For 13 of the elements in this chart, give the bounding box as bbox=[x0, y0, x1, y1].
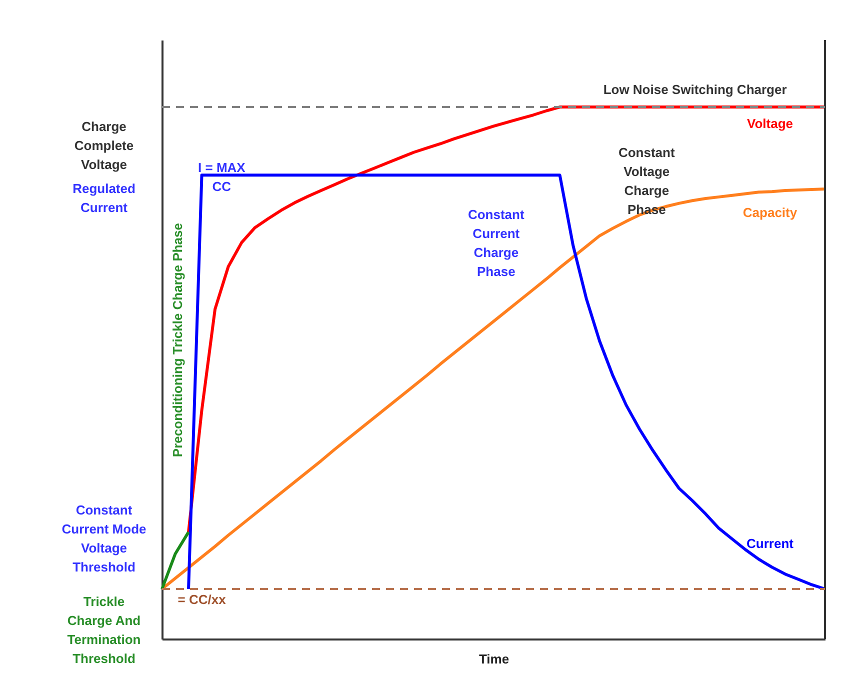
text: Regulated Current bbox=[72, 180, 136, 215]
text: Constant Current Mode Voltage Threshold bbox=[62, 502, 146, 574]
text: Trickle Charge And Termination Threshold bbox=[67, 594, 141, 666]
text: Low Noise Switching Charger bbox=[603, 82, 787, 98]
series-label: Capacity bbox=[742, 204, 798, 220]
series-label: Current bbox=[746, 536, 794, 551]
series-label: Voltage bbox=[747, 116, 793, 132]
annotation: Preconditioning Trickle Charge Phase bbox=[170, 222, 185, 458]
annotation: = CC/xx bbox=[178, 592, 227, 608]
text: Charge Complete Voltage bbox=[74, 119, 134, 172]
x-axis-title: Time bbox=[478, 652, 510, 666]
annotation: Constant Current Charge Phase bbox=[468, 207, 525, 280]
annotation: I = MAX CC bbox=[198, 160, 246, 194]
